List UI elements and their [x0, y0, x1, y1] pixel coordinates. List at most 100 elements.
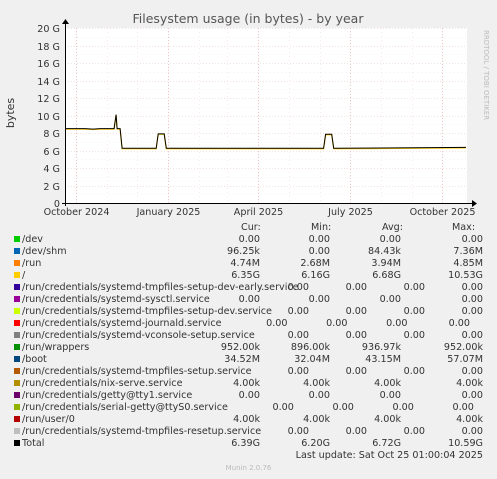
legend-swatch	[14, 236, 20, 242]
legend-value-avg: 0.00	[379, 390, 401, 401]
legend-value-max: 4.00k	[456, 378, 483, 389]
legend-value-cur: 0.00	[272, 402, 294, 413]
legend-label: /run/wrappers	[22, 342, 90, 353]
legend-value-avg: 3.94M	[371, 258, 401, 269]
legend-value-min: 0.00	[345, 330, 367, 341]
legend-item: /run/credentials/systemd-tmpfiles-resetu…	[0, 426, 497, 438]
legend-label: /run/credentials/systemd-vconsole-setup.…	[22, 330, 255, 341]
legend-value-min: 0.00	[332, 402, 354, 413]
legend-item: /boot 34.52M 32.04M 43.15M 57.07M	[0, 354, 497, 366]
legend-value-max: 0.00	[448, 318, 470, 329]
legend-value-max: 952.00k	[443, 342, 483, 353]
legend-value-avg: 0.00	[403, 306, 425, 317]
legend-item: /run/credentials/nix-serve.service 4.00k 4…	[0, 378, 497, 390]
legend-header-max: Max:	[452, 222, 476, 233]
legend-value-cur: 0.00	[266, 318, 288, 329]
legend-swatch	[14, 284, 20, 290]
legend-value-min: 0.00	[345, 282, 367, 293]
legend-value-cur: 96.25k	[226, 246, 260, 257]
y-ticks: 0 2 G 4 G 6 G 8 G 10 G 12 G 14 G 16 G 18 G 20 G	[37, 24, 60, 210]
series-line-total	[65, 114, 467, 149]
x-ticks: October 2024 January 2025 April 2025 July 2…	[44, 207, 476, 218]
legend-value-avg: 0.00	[403, 330, 425, 341]
legend-label: /run/credentials/systemd-tmpfiles-resetu…	[22, 426, 262, 437]
legend-value-max: 0.00	[461, 306, 483, 317]
legend-item: /run/credentials/systemd-sysctl.service 0…	[0, 294, 497, 306]
legend-item: Total 6.39G 6.20G 6.72G 10.59G	[0, 438, 497, 450]
legend-label: /run/credentials/serial-getty@ttyS0.serv…	[22, 402, 228, 413]
x-tick-label: October 2024	[44, 207, 110, 218]
legend-label: /	[22, 270, 26, 281]
legend-item: /run/credentials/systemd-vconsole-setup.…	[0, 330, 497, 342]
legend-swatch	[14, 296, 20, 302]
y-tick-label: 12 G	[37, 94, 60, 105]
legend-item: /run/user/0 4.00k 4.00k 4.00k 4.00k	[0, 414, 497, 426]
legend-value-max: 7.36M	[453, 246, 483, 257]
legend-label: /run	[22, 258, 42, 269]
legend-value-cur: 4.00k	[233, 378, 260, 389]
legend-value-avg: 0.00	[403, 282, 425, 293]
legend-label: /run/credentials/getty@tty1.service	[22, 390, 193, 401]
legend-value-cur: 0.00	[287, 366, 309, 377]
legend-value-min: 4.00k	[303, 414, 330, 425]
legend-swatch	[14, 392, 20, 398]
legend-item: /run/wrappers 952.00k 896.00k 936.97k 952.00…	[0, 342, 497, 354]
y-tick-label: 18 G	[37, 42, 60, 53]
legend-value-min: 0.00	[308, 234, 330, 245]
y-tick-label: 14 G	[37, 77, 60, 88]
legend-swatch	[14, 272, 20, 278]
y-axis-arrow	[62, 19, 69, 24]
legend-value-max: 4.85M	[453, 258, 483, 269]
y-axis-label: bytes	[4, 98, 17, 129]
legend-swatch	[14, 248, 20, 254]
legend-value-cur: 0.00	[238, 234, 260, 245]
series-lines	[65, 114, 467, 150]
y-tick-label: 10 G	[37, 112, 60, 123]
legend-swatch	[14, 380, 20, 386]
legend-swatch	[14, 332, 20, 338]
legend-value-min: 0.00	[308, 294, 330, 305]
legend-value-avg: 0.00	[379, 234, 401, 245]
legend-item: / 6.35G 6.16G 6.68G 10.53G	[0, 270, 497, 282]
legend-item: /run/credentials/systemd-tmpfiles-setup-…	[0, 306, 497, 318]
legend-swatch	[14, 320, 20, 326]
plot-background	[65, 28, 467, 203]
legend-value-avg: 4.00k	[374, 378, 401, 389]
x-tick-label: January 2025	[136, 207, 201, 218]
y-tick-label: 6 G	[43, 147, 60, 158]
legend-value-cur: 4.74M	[230, 258, 260, 269]
x-tick-label: October 2025	[410, 207, 476, 218]
legend-value-max: 0.00	[461, 426, 483, 437]
legend-item: /dev 0.00 0.00 0.00 0.00	[0, 234, 497, 246]
legend-header-cur: Cur:	[241, 222, 261, 233]
legend-value-min: 0.00	[345, 426, 367, 437]
munin-version: Munin 2.0.76	[225, 464, 272, 472]
legend-swatch	[14, 344, 20, 350]
y-tick-label: 2 G	[43, 182, 60, 193]
legend-swatch	[14, 356, 20, 362]
legend-value-max: 0.00	[461, 234, 483, 245]
legend-swatch	[14, 260, 20, 266]
legend-value-min: 0.00	[345, 366, 367, 377]
legend-value-max: 10.59G	[448, 438, 483, 449]
legend-value-cur: 6.35G	[231, 270, 260, 281]
legend-item: /run/credentials/getty@tty1.service 0.00 0…	[0, 390, 497, 402]
legend-item: /run/credentials/systemd-tmpfiles-setup.…	[0, 366, 497, 378]
legend-value-min: 2.68M	[300, 258, 330, 269]
legend-value-cur: 0.00	[238, 294, 260, 305]
legend-value-avg: 0.00	[379, 294, 401, 305]
legend-label: /dev/shm	[22, 246, 67, 257]
legend-item: /run/credentials/serial-getty@ttyS0.serv…	[0, 402, 497, 414]
legend-value-cur: 0.00	[287, 282, 309, 293]
legend-label: /run/credentials/systemd-tmpfiles-setup-…	[22, 306, 272, 317]
legend-label: /run/credentials/systemd-sysctl.service	[22, 294, 210, 305]
legend-swatch	[14, 368, 20, 374]
y-tick-label: 20 G	[37, 24, 60, 35]
watermark: RRDTOOL / TOBI OETIKER	[482, 30, 490, 120]
legend-label: /run/credentials/systemd-journald.servic…	[22, 318, 222, 329]
legend-value-max: 0.00	[452, 402, 474, 413]
legend-value-avg: 0.00	[403, 366, 425, 377]
legend-value-avg: 43.15M	[365, 354, 401, 365]
legend-value-cur: 0.00	[287, 306, 309, 317]
y-tick-label: 16 G	[37, 59, 60, 70]
